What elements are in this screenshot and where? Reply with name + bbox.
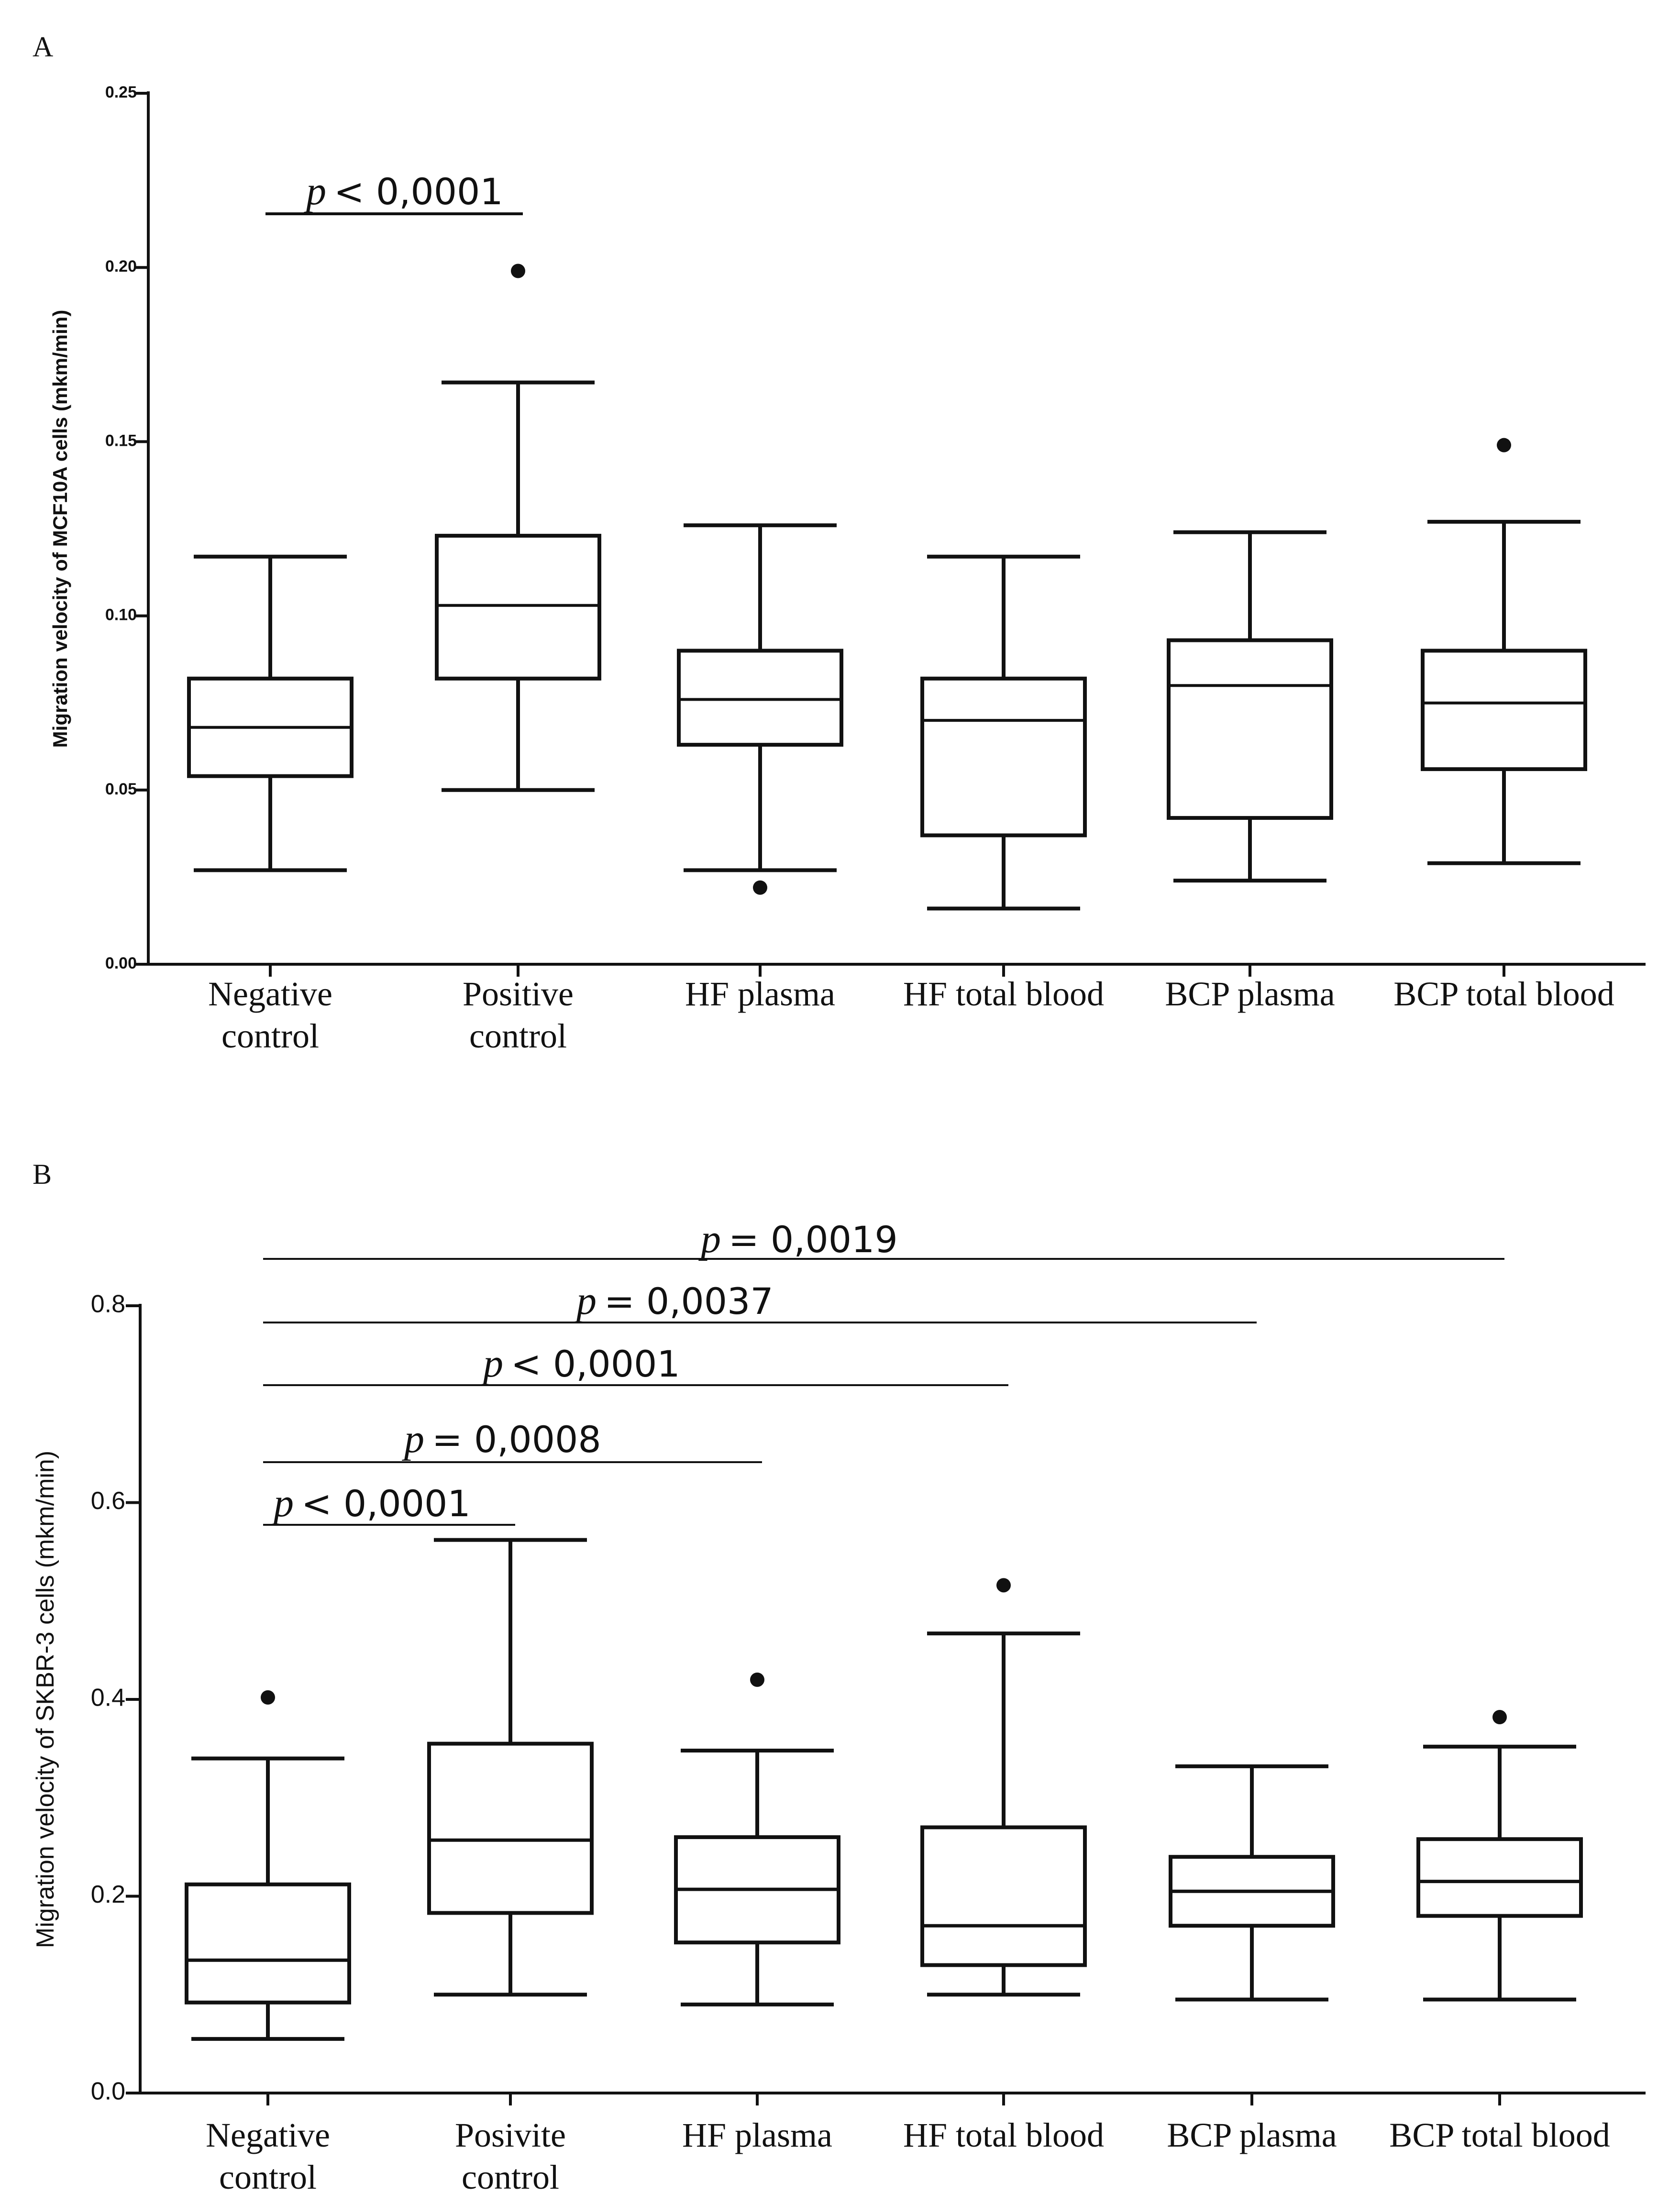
y-tick-label: 0.0: [91, 2078, 125, 2105]
x-category-label-line: control: [221, 1017, 319, 1055]
iqr-box: [1167, 638, 1333, 820]
x-category-label-line: BCP total blood: [1389, 2116, 1610, 2154]
x-category-label-line: HF plasma: [682, 2116, 832, 2154]
box-plot-group: [1167, 530, 1333, 883]
y-tick-label: 0.00: [105, 954, 137, 972]
y-tick-label: 0.2: [91, 1881, 125, 1908]
p-value-label: < 0,0001: [301, 1482, 471, 1525]
box-plot-group: [1416, 1710, 1583, 2002]
p-symbol: p: [698, 1217, 721, 1261]
box-plot-group: [674, 1672, 840, 2006]
y-tick-label: 0.20: [105, 257, 137, 276]
x-category-label: BCP plasma: [1165, 975, 1335, 1013]
p-value-label: < 0,0001: [334, 170, 503, 213]
p-value-label: = 0,0037: [604, 1280, 774, 1322]
y-tick-label: 0.4: [91, 1684, 125, 1712]
p-symbol: p: [481, 1341, 503, 1386]
x-category-label-line: HF plasma: [685, 975, 835, 1013]
x-category-label-line: control: [219, 2158, 317, 2196]
y-tick-label: 0.6: [91, 1487, 125, 1515]
x-category-label-line: BCP plasma: [1165, 975, 1335, 1013]
y-axis-title: Migration velocity of MCF10A cells (mkm/…: [49, 310, 71, 748]
x-category-label: Negative control: [208, 975, 332, 1055]
x-category-label-line: HF total blood: [903, 2116, 1104, 2154]
x-category-label-line: Negative: [208, 975, 332, 1013]
iqr-box: [920, 1825, 1087, 1967]
outlier-point: [511, 264, 525, 278]
p-value-label: < 0,0001: [511, 1343, 680, 1385]
x-category-label: Positive control: [463, 975, 574, 1055]
iqr-box: [677, 649, 843, 747]
y-tick-label: 0.15: [105, 431, 137, 450]
p-symbol: p: [271, 1481, 294, 1525]
iqr-box: [1416, 1837, 1583, 1918]
outlier-point: [996, 1578, 1011, 1593]
panel-letter: B: [33, 1158, 52, 1190]
iqr-box: [185, 1882, 351, 2005]
x-category-label-line: control: [462, 2158, 559, 2196]
iqr-box: [427, 1741, 594, 1915]
outlier-point: [750, 1672, 764, 1687]
x-category-label-line: HF total blood: [903, 975, 1104, 1013]
x-category-label: BCP total blood: [1393, 975, 1614, 1013]
iqr-box: [435, 534, 601, 681]
x-category-label-line: control: [469, 1017, 567, 1055]
outlier-point: [261, 1690, 275, 1705]
y-axis-title: Migration velocity of SKBR-3 cells (mkm/…: [32, 1451, 59, 1948]
p-value-label: = 0,0019: [729, 1218, 898, 1261]
p-symbol: p: [304, 169, 326, 213]
y-tick-label: 0.05: [105, 780, 137, 798]
y-tick-label: 0.8: [91, 1290, 125, 1318]
x-category-label: BCP plasma: [1167, 2116, 1337, 2154]
iqr-box: [920, 676, 1087, 838]
x-category-label: Posivite control: [455, 2116, 566, 2196]
x-category-label: Negative control: [206, 2116, 330, 2196]
outlier-point: [1497, 438, 1511, 452]
outlier-point: [1492, 1710, 1507, 1725]
x-category-label-line: BCP total blood: [1393, 975, 1614, 1013]
x-category-label-line: Posivite: [455, 2116, 566, 2154]
x-category-label-line: BCP plasma: [1167, 2116, 1337, 2154]
box-plot-group: [435, 264, 601, 792]
outlier-point: [753, 880, 767, 895]
p-value-label: = 0,0008: [432, 1418, 601, 1461]
x-category-label-line: Negative: [206, 2116, 330, 2154]
box-plot-group: [187, 554, 354, 872]
x-category-label: BCP total blood: [1389, 2116, 1610, 2154]
x-category-label: HF total blood: [903, 975, 1104, 1013]
y-tick-label: 0.10: [105, 606, 137, 624]
box-plot-group: [1421, 438, 1587, 865]
x-category-label: HF plasma: [682, 2116, 832, 2154]
x-category-label: HF total blood: [903, 2116, 1104, 2154]
box-plot-group: [677, 523, 843, 895]
box-plot-group: [920, 554, 1087, 911]
panel-b: B 0.0 0.2 0.4 0.6 0.8 Negative control Posivite c…: [32, 1158, 1646, 2196]
panel-a: A 0.00 0.05 0.10 0.15 0.20 0.25 Negative control…: [33, 31, 1646, 1055]
x-category-label: HF plasma: [685, 975, 835, 1013]
p-symbol: p: [574, 1278, 597, 1323]
box-plot-group: [1169, 1764, 1335, 2002]
box-plot-group: [920, 1578, 1087, 1997]
iqr-box: [1421, 649, 1587, 771]
y-tick-label: 0.25: [105, 83, 137, 101]
box-plot-group: [185, 1690, 351, 2041]
box-plot-group: [427, 1538, 594, 1997]
x-category-label-line: Positive: [463, 975, 574, 1013]
panel-letter: A: [33, 31, 53, 63]
p-symbol: p: [402, 1417, 424, 1461]
